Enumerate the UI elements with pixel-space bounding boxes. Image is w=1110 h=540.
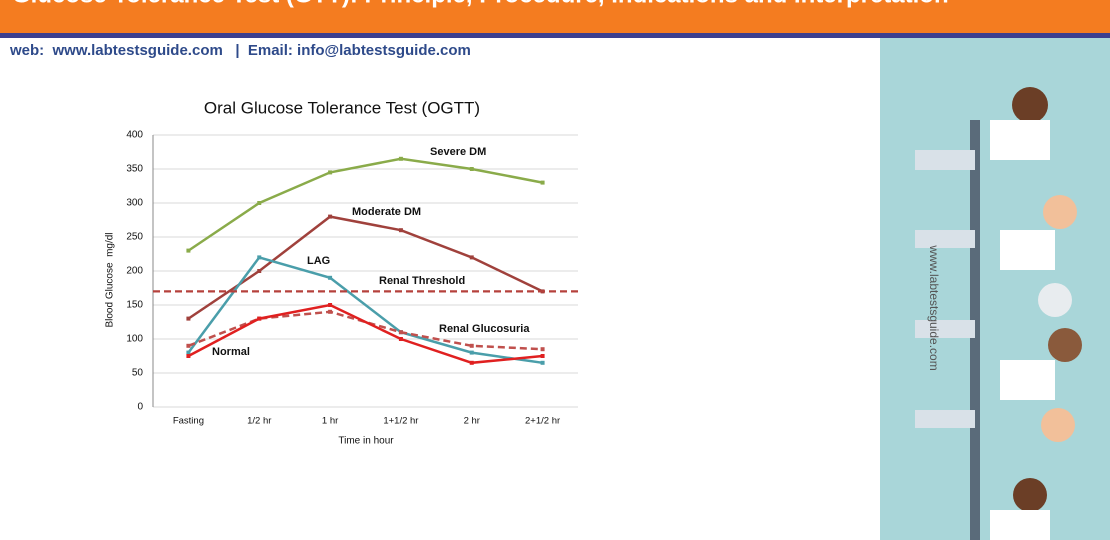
point (186, 354, 191, 358)
point (398, 156, 403, 161)
y-tick-label: 0 (137, 402, 143, 413)
point (469, 167, 474, 171)
series-label: Severe DM (430, 146, 486, 158)
series-label: Renal Threshold (379, 275, 465, 287)
point (398, 337, 403, 341)
x-tick-label: Fasting (173, 416, 204, 427)
series-line (187, 157, 543, 252)
point (469, 350, 474, 355)
series-label: Renal Glucosuria (439, 323, 530, 335)
x-tick-label: 1+1/2 hr (383, 416, 418, 427)
y-axis-title: Blood Glucose mg/dl (105, 232, 116, 327)
header-rule (0, 33, 1110, 38)
point (328, 275, 333, 280)
point (398, 228, 403, 233)
chart-title: Oral Glucose Tolerance Test (OGTT) (204, 98, 480, 117)
point (328, 309, 333, 314)
y-tick-label: 350 (126, 164, 143, 175)
y-tick-label: 400 (126, 130, 143, 141)
side-text: www.labtestsguide.com (927, 244, 941, 370)
series-line (187, 303, 543, 365)
header-bar (0, 0, 1110, 33)
series-label: Normal (212, 346, 250, 358)
x-tick-label: 2+1/2 hr (525, 416, 560, 427)
contact: web: www.labtestsguide.com | Email: info… (9, 42, 471, 59)
y-tick-label: 250 (126, 232, 143, 243)
point (186, 248, 191, 253)
y-tick-label: 300 (126, 198, 143, 209)
y-tick-label: 50 (132, 368, 144, 379)
header-title: Glucose Tolerance Test (GTT): Principle,… (12, 0, 949, 8)
y-tick-label: 200 (126, 266, 143, 277)
series-line (187, 255, 543, 365)
point (257, 201, 262, 205)
point (540, 347, 545, 352)
series-line (187, 215, 544, 320)
point (540, 360, 545, 365)
point (469, 360, 474, 365)
point (469, 343, 474, 348)
series-label: LAG (307, 255, 330, 267)
series-label: Moderate DM (352, 206, 421, 218)
point (186, 316, 191, 321)
y-tick-label: 150 (126, 300, 143, 311)
point (328, 170, 333, 175)
point (469, 255, 474, 260)
y-tick-label: 100 (126, 334, 143, 345)
point (186, 343, 191, 348)
point (398, 330, 403, 335)
point (186, 350, 191, 355)
illustration (880, 38, 1110, 540)
point (328, 303, 333, 307)
point (540, 180, 545, 185)
x-axis-title: Time in hour (338, 436, 394, 447)
x-tick-label: 1/2 hr (247, 416, 271, 427)
x-tick-label: 1 hr (322, 416, 338, 427)
point (328, 214, 333, 219)
point (540, 354, 545, 358)
point (257, 316, 262, 321)
point (257, 255, 262, 260)
point (257, 269, 262, 273)
x-tick-label: 2 hr (464, 416, 480, 427)
